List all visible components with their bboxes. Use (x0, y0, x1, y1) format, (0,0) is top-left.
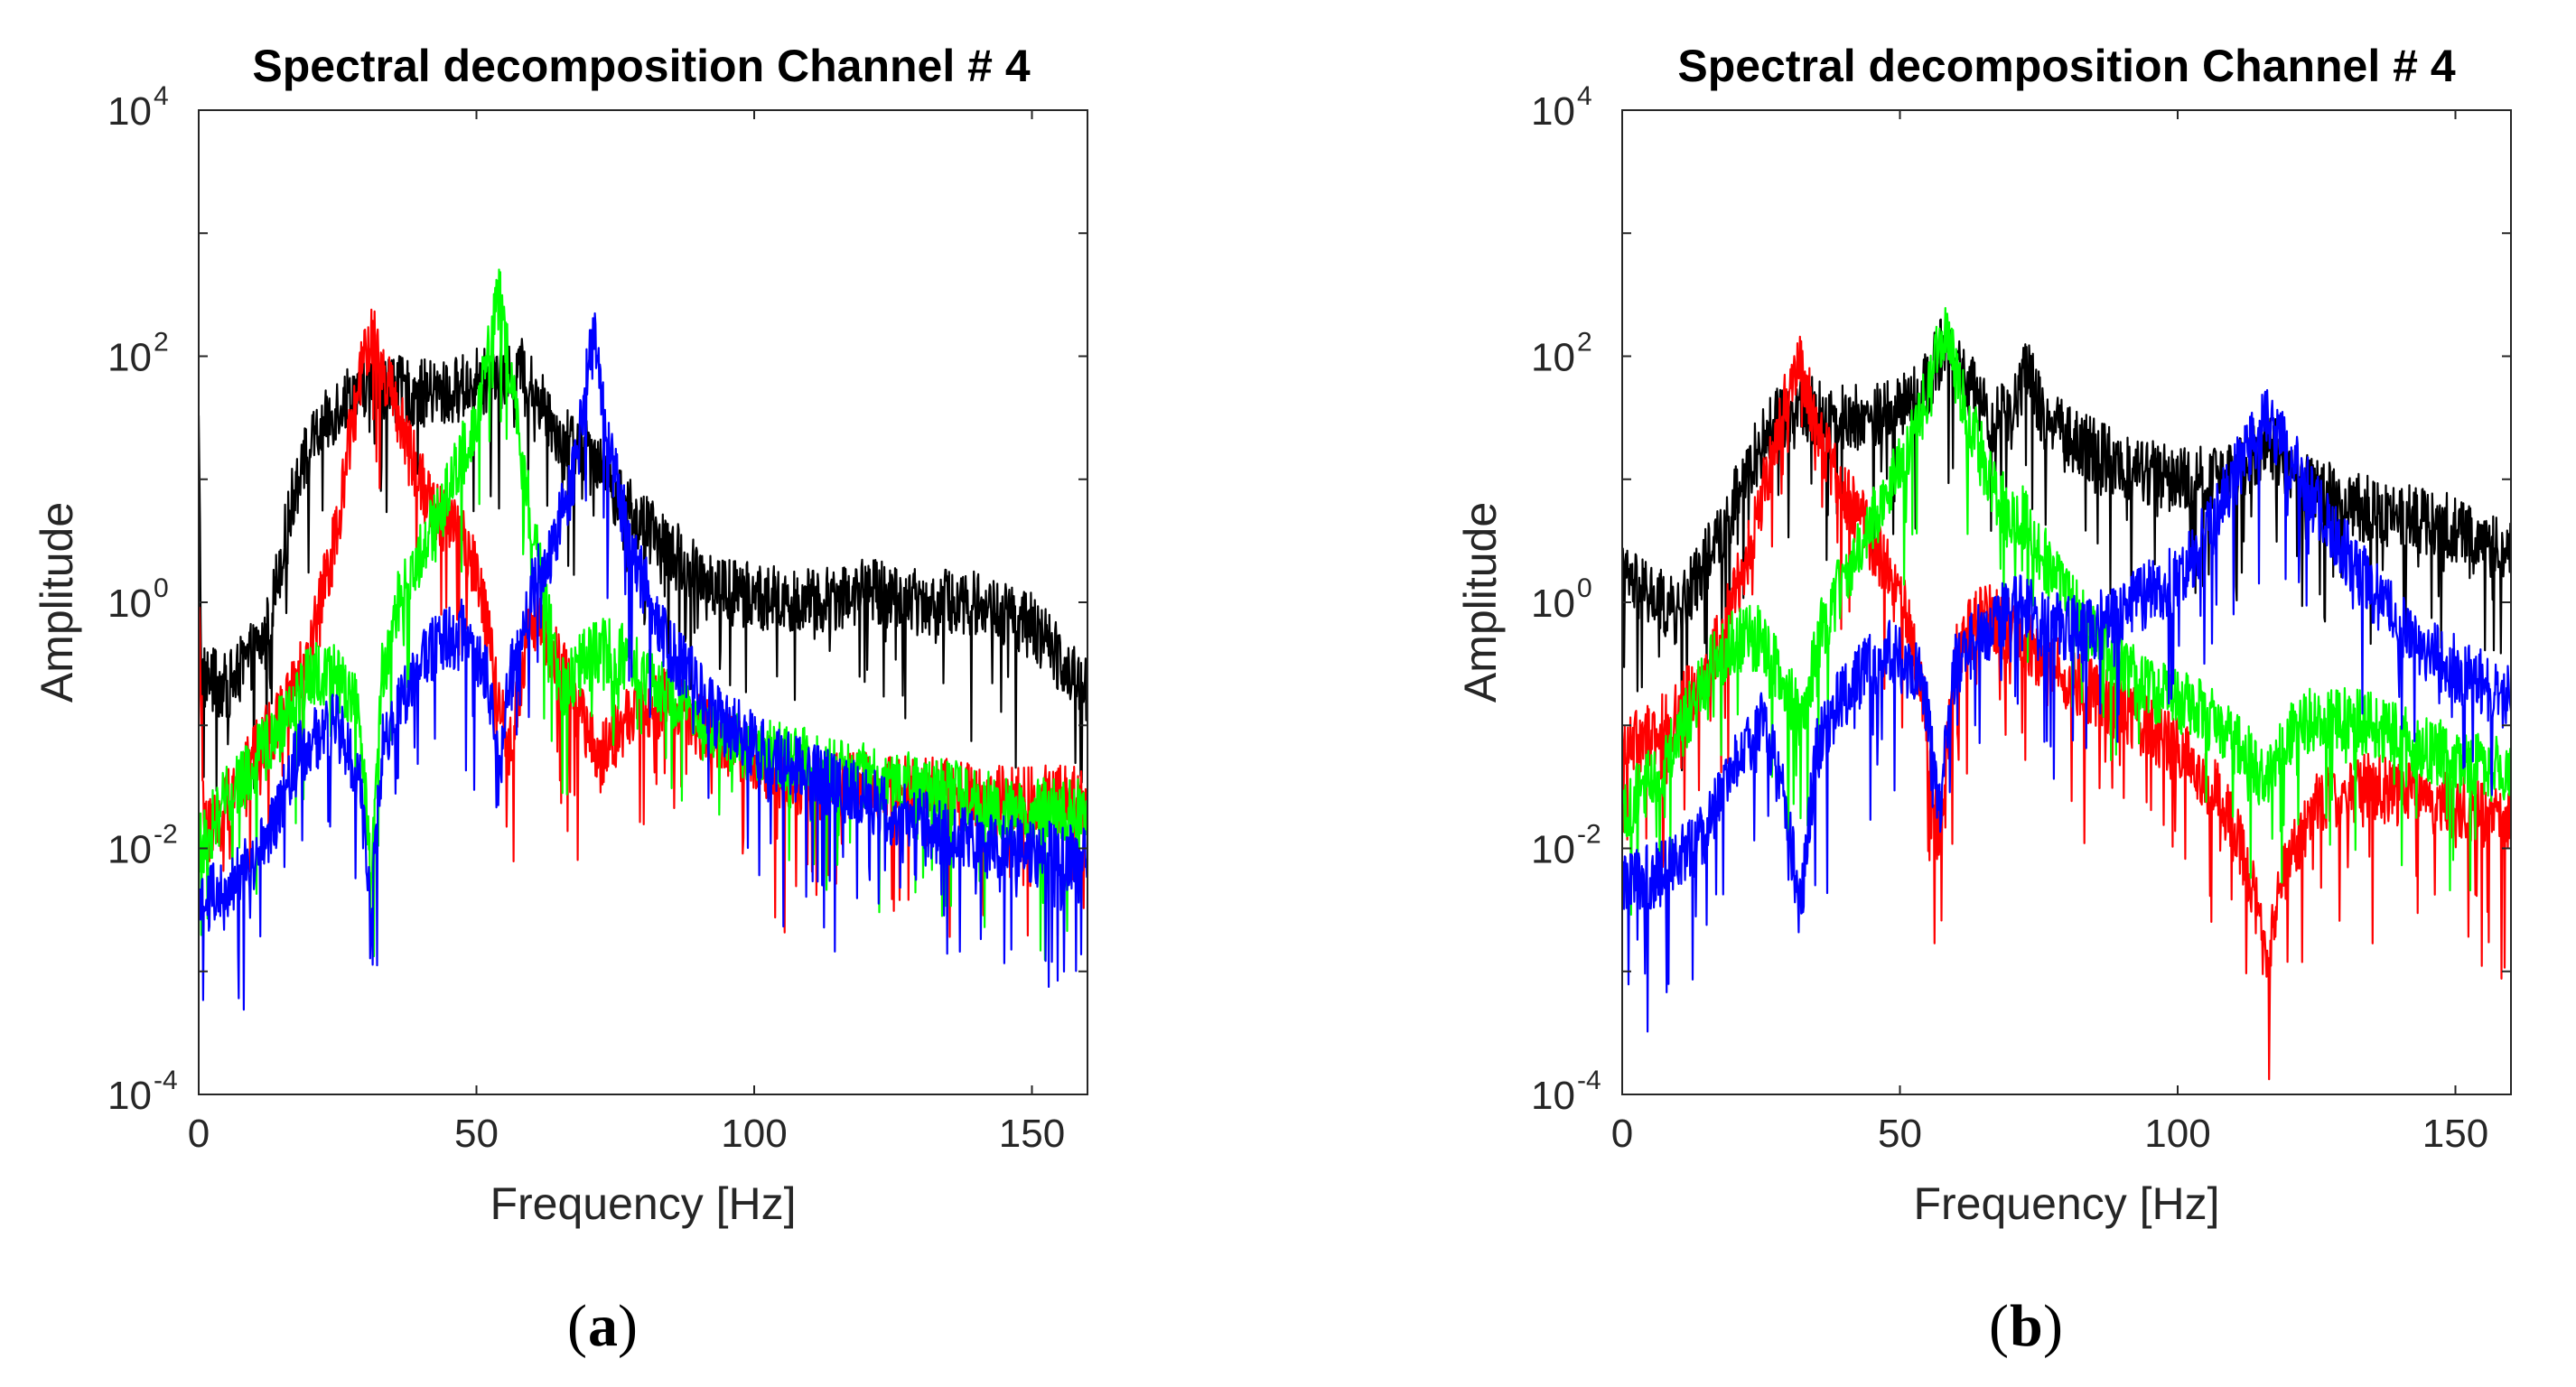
y-tick-exponent: 4 (154, 81, 169, 111)
y-tick-label: 10 (1531, 1074, 1575, 1118)
y-tick-label: 10 (107, 336, 152, 380)
x-tick-label: 150 (2422, 1112, 2488, 1156)
panel-caption: ( a ) (567, 1293, 638, 1359)
y-axis-label: Amplitude (32, 502, 82, 703)
x-tick-label: 0 (1611, 1112, 1633, 1156)
x-tick-label: 100 (721, 1112, 787, 1156)
x-tick-label: 150 (999, 1112, 1065, 1156)
svg-text:): ) (618, 1293, 638, 1359)
plot-area (199, 268, 1087, 1011)
y-tick-label: 10 (107, 1074, 152, 1118)
y-tick-exponent: -4 (1577, 1066, 1601, 1095)
x-tick-label: 100 (2144, 1112, 2210, 1156)
y-tick-label: 10 (107, 582, 152, 626)
y-tick-label: 10 (1531, 828, 1575, 872)
x-tick-label: 0 (188, 1112, 210, 1156)
x-axis-label: Frequency [Hz] (1913, 1178, 2219, 1229)
series-line-mode-3 (199, 312, 1087, 1011)
series-line-mode-2 (1622, 307, 2511, 917)
series-line-total (1622, 314, 2511, 772)
y-tick-exponent: 2 (1577, 328, 1592, 358)
svg-text:): ) (2043, 1293, 2063, 1359)
svg-text:(: ( (567, 1293, 587, 1359)
y-tick-label: 10 (1531, 89, 1575, 134)
panel-caption: ( b ) (1989, 1293, 2063, 1359)
svg-text:a: a (588, 1293, 618, 1359)
svg-text:(: ( (1989, 1293, 2009, 1359)
y-tick-label: 10 (107, 89, 152, 134)
y-tick-label: 10 (1531, 336, 1575, 380)
y-tick-exponent: -4 (154, 1066, 178, 1095)
x-tick-label: 50 (1878, 1112, 1922, 1156)
y-tick-label: 10 (107, 828, 152, 872)
x-tick-label: 50 (454, 1112, 499, 1156)
series-line-mode-1 (1622, 335, 2511, 1081)
series-line-mode-3 (1622, 388, 2511, 1033)
y-tick-exponent: -2 (154, 820, 178, 850)
y-axis-label: Amplitude (1455, 502, 1506, 703)
y-tick-exponent: -2 (1577, 820, 1601, 850)
x-axis-label: Frequency [Hz] (490, 1178, 796, 1229)
chart-title: Spectral decomposition Channel # 4 (1677, 41, 2455, 91)
panel-b: Spectral decomposition Channel # 4 0 50 10… (1455, 41, 2512, 1359)
y-tick-label: 10 (1531, 582, 1575, 626)
plot-area (1622, 307, 2511, 1081)
y-tick-exponent: 2 (154, 328, 169, 358)
svg-text:b: b (2010, 1293, 2043, 1359)
series-line-mode-2 (199, 268, 1087, 962)
series-line-total (199, 338, 1087, 792)
y-tick-exponent: 0 (1577, 573, 1592, 603)
y-tick-exponent: 0 (154, 573, 169, 603)
y-tick-exponent: 4 (1577, 81, 1592, 111)
panel-a: Spectral decomposition Channel # 4 0 50 10… (32, 41, 1088, 1359)
chart-title: Spectral decomposition Channel # 4 (252, 41, 1030, 91)
